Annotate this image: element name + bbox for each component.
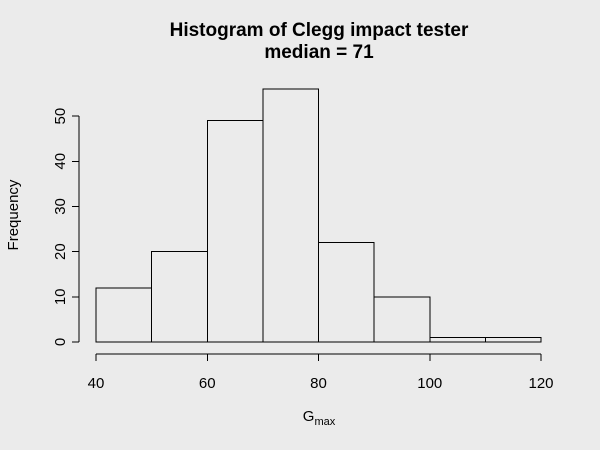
y-tick-label: 50 bbox=[52, 108, 69, 125]
histogram-bar-90-100 bbox=[373, 296, 431, 343]
histogram-bar-50-60 bbox=[151, 251, 208, 343]
y-tick-label: 20 bbox=[52, 243, 69, 260]
histogram-bars bbox=[95, 88, 542, 343]
y-tick-label: 40 bbox=[52, 153, 69, 170]
y-tick-label: 30 bbox=[52, 198, 69, 215]
y-axis: 0 10 20 30 40 50 bbox=[52, 108, 80, 346]
histogram-bar-70-80 bbox=[262, 88, 319, 343]
y-axis-label: Frequency bbox=[5, 179, 22, 250]
x-tick-label: 40 bbox=[88, 375, 105, 392]
y-tick-label: 0 bbox=[52, 338, 69, 346]
chart-subtitle: median = 71 bbox=[264, 42, 374, 63]
histogram-bar-100-110 bbox=[429, 336, 486, 343]
x-tick-label: 100 bbox=[417, 375, 442, 392]
x-tick-label: 60 bbox=[199, 375, 216, 392]
histogram-bar-110-120 bbox=[484, 336, 542, 343]
histogram-bar-40-50 bbox=[95, 287, 153, 343]
histogram-bar-60-70 bbox=[206, 120, 264, 343]
y-tick-label: 10 bbox=[52, 288, 69, 305]
x-axis-label-subscript: max bbox=[314, 416, 335, 428]
x-axis-label-base: G bbox=[303, 408, 315, 425]
x-axis-label: Gmax bbox=[303, 408, 336, 428]
chart-title: Histogram of Clegg impact tester bbox=[170, 20, 469, 41]
histogram-bar-80-90 bbox=[318, 242, 375, 343]
x-tick-label: 120 bbox=[528, 375, 553, 392]
x-axis: 40 60 80 100 120 bbox=[88, 353, 554, 392]
x-tick-label: 80 bbox=[310, 375, 327, 392]
